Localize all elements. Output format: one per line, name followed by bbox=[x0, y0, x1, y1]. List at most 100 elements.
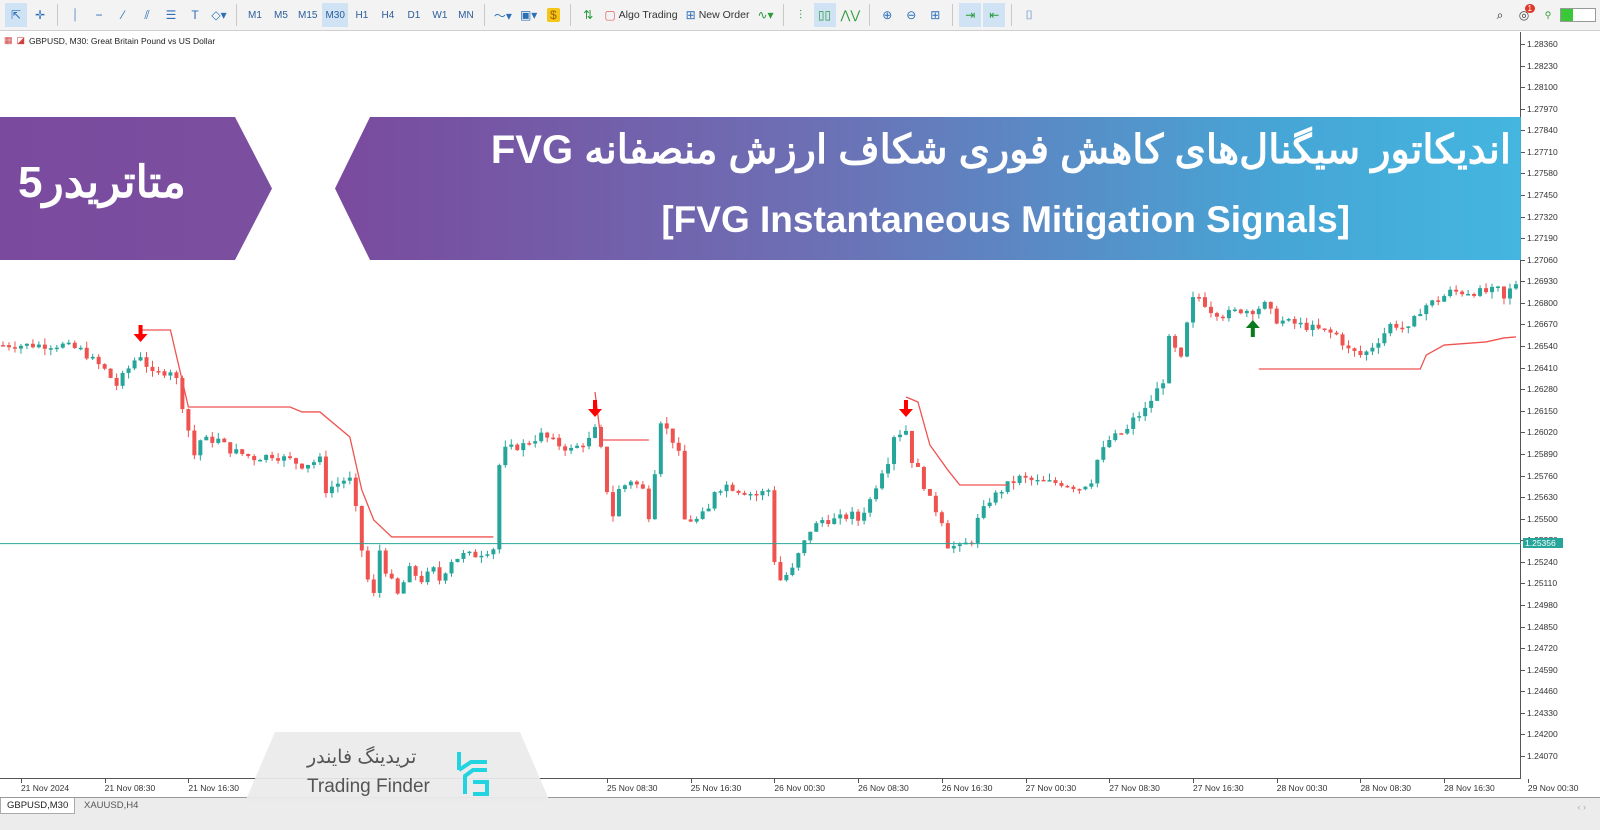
bearish-candle bbox=[1011, 481, 1016, 484]
bearish-candle bbox=[395, 578, 400, 594]
price-tick-label: 1.24720 bbox=[1521, 643, 1558, 654]
timeframe-h4[interactable]: H4 bbox=[381, 9, 395, 21]
bearish-candle bbox=[30, 343, 35, 348]
bearish-candle bbox=[150, 366, 155, 372]
price-tick-label: 1.27710 bbox=[1521, 146, 1558, 157]
price-axis[interactable]: 1.28360 1.28230 1.28100 1.27970 1.27840 1.277… bbox=[1520, 32, 1600, 779]
zoom-in-button[interactable]: ⊕ bbox=[876, 3, 898, 27]
search-button[interactable]: ⌕ bbox=[1489, 3, 1511, 27]
location-icon: ⚲ bbox=[1544, 9, 1552, 20]
bearish-candle bbox=[365, 550, 370, 580]
bullish-candle bbox=[1507, 288, 1512, 299]
signals-button[interactable]: $ bbox=[542, 3, 564, 27]
timeframe-m1[interactable]: M1 bbox=[248, 9, 262, 21]
price-tick-label: 1.26540 bbox=[1521, 341, 1558, 352]
chart-window-icon: ◪ bbox=[16, 35, 26, 45]
chart-shift-button[interactable]: ⇤ bbox=[983, 3, 1006, 27]
bearish-candle bbox=[323, 456, 328, 494]
bearish-candle bbox=[42, 344, 47, 349]
chart-shift-icon: ⇤ bbox=[989, 8, 1000, 22]
timeframe-group: M1 M5 M15 M30 H1 H4 D1 W1 MN bbox=[242, 3, 479, 27]
timeframe-m15[interactable]: M15 bbox=[298, 9, 318, 21]
time-tick-label: 26 Nov 00:30 bbox=[774, 779, 825, 793]
bullish-candle bbox=[1047, 480, 1052, 482]
bearish-candle bbox=[1202, 297, 1207, 307]
tab-gbpusd-m30[interactable]: GBPUSD,M30 bbox=[0, 798, 76, 814]
price-tick-label: 1.24460 bbox=[1521, 686, 1558, 697]
toolbar-divider bbox=[1011, 4, 1013, 26]
horizontal-line-button[interactable]: − bbox=[88, 3, 110, 27]
scroll-arrows-icon[interactable]: ‹ › bbox=[1577, 802, 1587, 812]
time-axis[interactable]: 21 Nov 2024 21 Nov 08:30 21 Nov 16:30 25 No… bbox=[0, 779, 1600, 797]
bar-chart-button[interactable]: ⫶ bbox=[790, 3, 812, 27]
timeframe-d1[interactable]: D1 bbox=[407, 9, 421, 21]
bullish-candle bbox=[1191, 297, 1196, 323]
tab-xauusd-h4[interactable]: XAUUSD,H4 bbox=[84, 800, 139, 811]
bullish-candle bbox=[957, 544, 962, 547]
bullish-candle bbox=[886, 464, 891, 474]
price-tick-label: 1.25630 bbox=[1521, 492, 1558, 503]
timeframe-mn[interactable]: MN bbox=[458, 9, 474, 21]
bearish-candle bbox=[1065, 485, 1070, 488]
bullish-candle bbox=[1418, 314, 1423, 317]
search-icon: ⌕ bbox=[1496, 7, 1504, 22]
bearish-candle bbox=[688, 519, 693, 522]
price-tick-label: 1.25760 bbox=[1521, 470, 1558, 481]
channel-button[interactable]: ⫽ bbox=[136, 3, 158, 27]
candlestick-button[interactable]: ▯▯ bbox=[813, 3, 836, 27]
bearish-candle bbox=[730, 484, 735, 491]
timeframe-w1[interactable]: W1 bbox=[432, 9, 448, 21]
price-tick-label: 1.27190 bbox=[1521, 233, 1558, 244]
line-chart-button[interactable]: ⋀⋁ bbox=[838, 3, 864, 27]
vps-button[interactable]: ⚲ bbox=[1537, 3, 1559, 27]
screenshot-button[interactable]: ⌷ bbox=[1018, 3, 1040, 27]
shapes-icon: ◇▾ bbox=[211, 8, 227, 22]
bullish-candle bbox=[766, 490, 771, 492]
shapes-button[interactable]: ◇▾ bbox=[208, 3, 230, 27]
bearish-candle bbox=[180, 377, 185, 410]
wave-icon: ∿▾ bbox=[757, 8, 774, 22]
bearish-candle bbox=[270, 454, 275, 459]
chart-title-text: GBPUSD, M30: Great Britain Pound vs US D… bbox=[29, 35, 216, 46]
depth-button[interactable]: ∿▾ bbox=[754, 3, 776, 27]
one-click-trading-button[interactable]: ⇅ bbox=[577, 3, 599, 27]
trendline-button[interactable]: ⁄ bbox=[112, 3, 134, 27]
new-order-button[interactable]: ⊞ New Order bbox=[683, 3, 753, 27]
chart-type-button[interactable]: 〜▾ bbox=[491, 3, 515, 27]
zoom-out-button[interactable]: ⊖ bbox=[900, 3, 922, 27]
bearish-candle bbox=[736, 490, 741, 493]
chart-area[interactable] bbox=[0, 32, 1521, 779]
text-button[interactable]: T bbox=[184, 3, 206, 27]
bullish-candle bbox=[401, 582, 406, 594]
bullish-candle bbox=[1095, 459, 1100, 484]
price-tick-label: 1.28100 bbox=[1521, 82, 1558, 93]
vertical-line-button[interactable]: ⏐ bbox=[64, 3, 86, 27]
bullish-candle bbox=[1149, 400, 1154, 408]
new-order-icon: ⊞ bbox=[685, 8, 696, 22]
bullish-candle bbox=[1310, 324, 1315, 330]
price-tick-label: 1.28360 bbox=[1521, 39, 1558, 49]
price-tick-label: 1.27840 bbox=[1521, 125, 1558, 136]
timeframe-h1[interactable]: H1 bbox=[355, 9, 369, 21]
tile-windows-button[interactable]: ⊞ bbox=[924, 3, 946, 27]
price-tick-label: 1.24330 bbox=[1521, 707, 1558, 718]
bearish-candle bbox=[1250, 310, 1255, 315]
indicators-button[interactable]: ▣▾ bbox=[517, 3, 540, 27]
price-tick-label: 1.26150 bbox=[1521, 405, 1558, 416]
autoscroll-button[interactable]: ⇥ bbox=[959, 3, 982, 27]
crosshair-tool-button[interactable]: ✛ bbox=[29, 3, 51, 27]
timeframe-m5[interactable]: M5 bbox=[274, 9, 288, 21]
bullish-candle bbox=[975, 517, 980, 543]
text-icon: T bbox=[191, 8, 199, 22]
bearish-candle bbox=[921, 466, 926, 489]
bearish-candle bbox=[1077, 489, 1082, 491]
bullish-candle bbox=[1089, 483, 1094, 487]
fibonacci-button[interactable]: ☰ bbox=[160, 3, 182, 27]
algo-trading-button[interactable]: ▢ Algo Trading bbox=[601, 3, 680, 27]
bearish-candle bbox=[222, 438, 227, 443]
cursor-tool-button[interactable]: ⇱ bbox=[5, 3, 27, 27]
timeframe-m30[interactable]: M30 bbox=[322, 3, 348, 27]
bearish-candle bbox=[1322, 328, 1327, 331]
account-button[interactable]: ◎ 1 bbox=[1513, 3, 1535, 27]
bullish-candle bbox=[1364, 351, 1369, 355]
